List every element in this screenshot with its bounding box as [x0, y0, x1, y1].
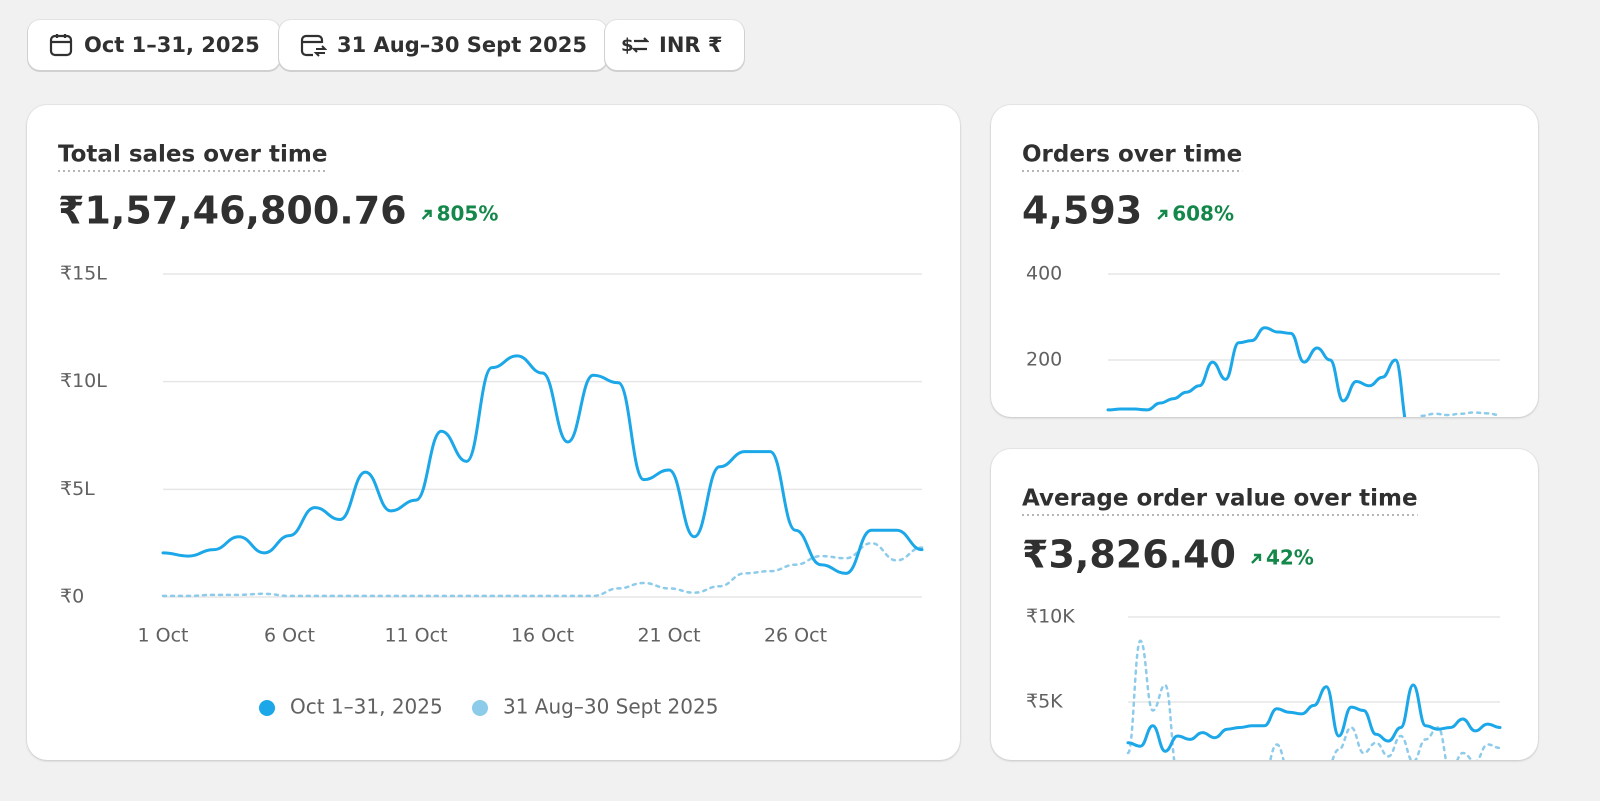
- y-tick-label: ₹15L: [60, 263, 107, 285]
- series-line: [1417, 411, 1502, 417]
- card-title: Average order value over time: [1022, 486, 1418, 512]
- change-value: 805%: [437, 202, 499, 226]
- card-title: Orders over time: [1022, 142, 1242, 168]
- filter-label: 31 Aug–30 Sept 2025: [337, 33, 588, 57]
- sales-card: Total sales over time ₹1,57,46,800.76 805%…: [27, 105, 960, 760]
- y-tick-label: 400: [1026, 263, 1062, 285]
- calendar-compare-icon: [300, 34, 327, 57]
- x-tick-label: 6 Oct: [264, 625, 315, 647]
- legend-label: 31 Aug–30 Sept 2025: [503, 695, 718, 719]
- total-value: 4,593: [1022, 189, 1142, 233]
- series-line: [161, 541, 924, 598]
- series-line: [1126, 639, 1502, 760]
- orders-card: Orders over time 4,593 608% 200 400: [991, 105, 1538, 417]
- compare-filter[interactable]: 31 Aug–30 Sept 2025: [279, 20, 608, 70]
- change-value: 42%: [1266, 546, 1314, 570]
- date-filter[interactable]: Oct 1–31, 2025: [28, 20, 280, 70]
- x-tick-label: 26 Oct: [764, 625, 827, 647]
- y-tick-label: ₹0: [60, 586, 84, 608]
- chart: Total sales over time ₹1,57,46,800.76 805%…: [58, 142, 924, 719]
- legend-label: Oct 1–31, 2025: [290, 695, 443, 719]
- up-arrow: [421, 209, 432, 220]
- x-tick-label: 21 Oct: [637, 625, 700, 647]
- chart: Orders over time 4,593 608% 200 400: [1022, 142, 1502, 417]
- card-title: Total sales over time: [58, 142, 327, 168]
- change-value: 608%: [1172, 202, 1234, 226]
- exchange-icon: $: [621, 35, 649, 56]
- x-tick-label: 1 Oct: [138, 625, 189, 647]
- up-arrow: [1157, 209, 1168, 220]
- series-line: [1126, 683, 1502, 753]
- up-arrow: [1251, 553, 1262, 564]
- series-line: [1106, 326, 1407, 417]
- total-value: ₹1,57,46,800.76: [58, 189, 407, 233]
- y-tick-label: 200: [1026, 349, 1062, 371]
- y-tick-label: ₹10K: [1026, 606, 1075, 628]
- filter-label: INR ₹: [659, 33, 723, 57]
- series-line: [161, 354, 924, 575]
- aov-card: Average order value over time ₹3,826.40 42…: [991, 449, 1538, 760]
- currency-filter[interactable]: $ INR ₹: [605, 20, 745, 70]
- legend-swatch: [259, 700, 275, 716]
- legend-swatch: [472, 700, 488, 716]
- filter-label: Oct 1–31, 2025: [84, 33, 260, 57]
- x-tick-label: 16 Oct: [511, 625, 574, 647]
- total-value: ₹3,826.40: [1022, 533, 1236, 577]
- chart: Average order value over time ₹3,826.40 42…: [1022, 486, 1502, 760]
- y-tick-label: ₹5L: [60, 478, 95, 500]
- y-tick-label: ₹5K: [1026, 691, 1063, 713]
- y-tick-label: ₹10L: [60, 370, 107, 392]
- calendar-icon: [49, 34, 73, 57]
- svg-text:$: $: [621, 35, 634, 56]
- x-tick-label: 11 Oct: [384, 625, 447, 647]
